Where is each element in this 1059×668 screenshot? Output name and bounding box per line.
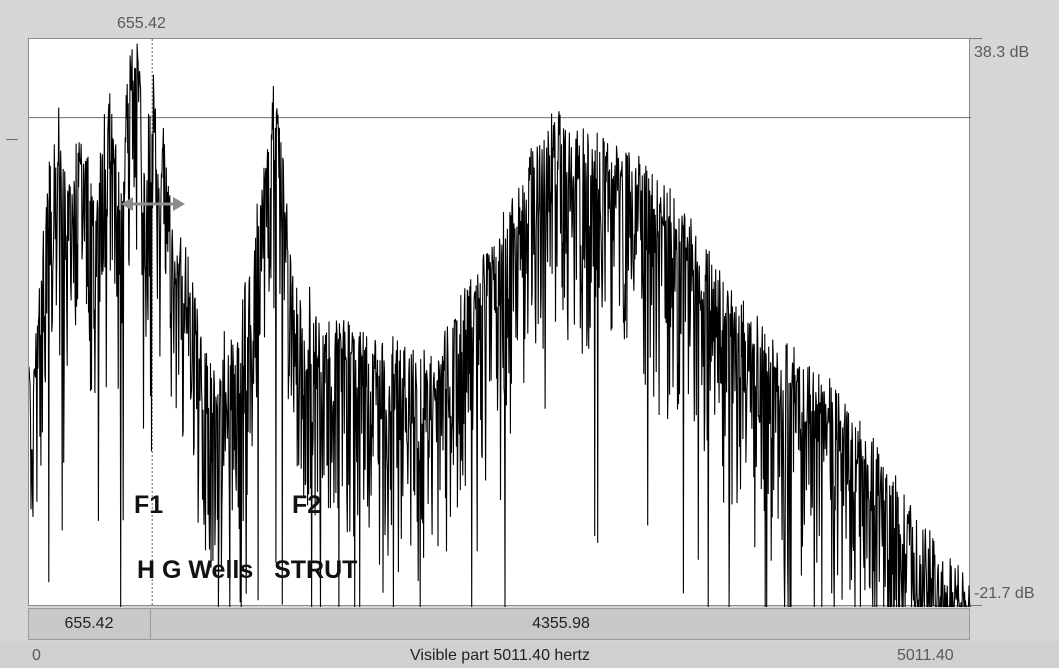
annotation-caption: H G Wells STRUT	[137, 556, 358, 584]
visible-part-label: Visible part 5011.40 hertz	[410, 647, 590, 664]
hz-min-label: 0	[32, 647, 41, 664]
spectrum-plot-area[interactable]	[28, 38, 971, 607]
selection-right-segment[interactable]: 4355.98	[150, 608, 970, 640]
visible-part-bar[interactable]: 0 Visible part 5011.40 hertz 5011.40	[0, 641, 1059, 668]
spectrum-chart	[29, 39, 971, 607]
db-max-tick	[970, 38, 982, 39]
double-arrow-annotation	[121, 197, 185, 211]
db-max-label: 38.3 dB	[974, 44, 1030, 61]
selection-right-value: 4355.98	[532, 615, 590, 632]
db-min-tick	[970, 605, 982, 606]
selection-left-value: 655.42	[64, 615, 114, 632]
annotation-f2: F2	[292, 491, 322, 519]
annotation-f1: F1	[134, 491, 164, 519]
hz-max-label: 5011.40	[897, 647, 954, 664]
left-tick-mark	[6, 139, 18, 140]
db-min-label: -21.7 dB	[974, 585, 1035, 602]
cursor-top-label: 655.42	[117, 15, 166, 32]
spectrum-series-line	[29, 43, 971, 607]
selection-left-segment[interactable]: 655.42	[28, 608, 150, 640]
